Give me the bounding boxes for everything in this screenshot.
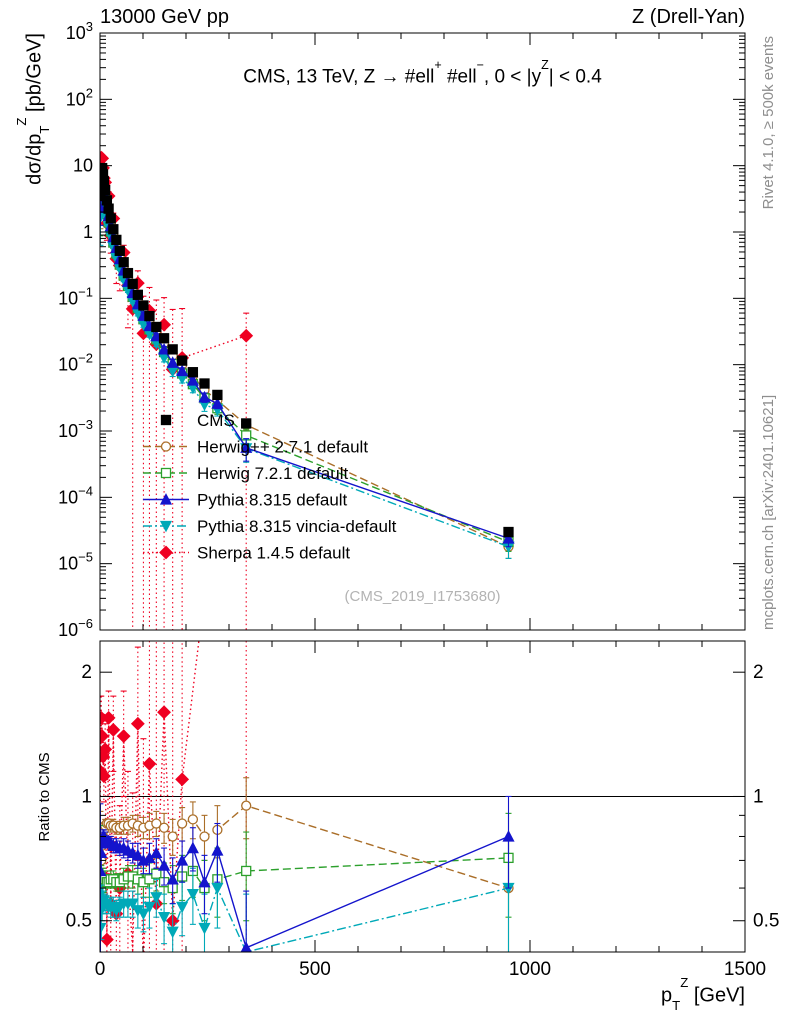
series-ratio-pythia-8-315-default [100,795,515,952]
plot-title-sup-z: Z [541,57,549,72]
analysis-id-watermark: (CMS_2019_I1753680) [344,588,501,605]
ratio-tick-label-right: 1 [753,786,764,807]
y-tick-label: 10−1 [58,284,93,308]
y-tick-label: 10−4 [58,483,93,507]
y-tick-label: 1 [83,222,93,242]
legend-label: Pythia 8.315 default [197,491,348,510]
ratio-tick-label-right: 2 [753,662,764,683]
y-tick-label: 10−5 [58,550,93,574]
x-axis-title: pTZ [GeV] [661,975,745,1014]
series-main-cms [100,162,514,538]
x-tick-label: 500 [299,959,331,980]
axes: 10−6 10−5 10−4 10−3 10−2 10−1 1 10 102 103 0 500 100… [58,19,779,980]
ratio-tick-label-right: 0.5 [753,911,779,932]
legend-label: Herwig 7.2.1 default [197,464,348,483]
x-tick-label: 1000 [509,959,551,980]
x-tick-label: 0 [95,959,106,980]
y-tick-label: 10−6 [58,616,93,640]
y-tick-label: 10 [73,156,93,176]
legend-label: Sherpa 1.4.5 default [197,544,350,563]
legend-item-pythia-8-315-vincia-default: Pythia 8.315 vincia-default [143,517,397,536]
series-ratio-pythia-8-315-vincia-default [100,835,515,952]
plot-title: CMS, 13 TeV, Z → #ell+ #ell−, 0 < |yZ| <… [243,57,602,88]
main-frame [99,32,746,631]
legend-label: Pythia 8.315 vincia-default [197,517,397,536]
ratio-tick-label-left: 2 [81,662,92,683]
main-panel-series [100,150,515,630]
plot-title-sup-plus: + [434,57,442,72]
legend-item-pythia-8-315-default: Pythia 8.315 default [143,491,348,510]
legend-label: CMS [197,411,235,430]
legend: CMS Herwig++ 2.7.1 default Herwig 7.2.1 de… [143,411,397,563]
ratio-panel-series [100,641,745,952]
legend-item-sherpa-1-4-5-default: Sherpa 1.4.5 default [143,544,350,563]
legend-item-cms: CMS [160,411,235,430]
legend-item-herwig-7-2-1-default: Herwig 7.2.1 default [143,464,348,483]
plot-title-text: CMS, 13 TeV, Z → #ell [243,66,435,88]
legend-label: Herwig++ 2.7.1 default [197,438,368,457]
x-tick-label: 1500 [724,959,766,980]
y-tick-label: 102 [66,85,93,109]
ratio-tick-label-left: 1 [81,786,92,807]
beam-energy-label: 13000 GeV pp [100,6,229,28]
ratio-tick-label-left: 0.5 [66,911,92,932]
plot-title-sup-minus: − [476,57,484,72]
y-tick-label: 10−3 [58,417,93,441]
y-tick-label: 103 [66,19,93,43]
y-tick-label: 10−2 [58,351,93,375]
rivet-version-note: Rivet 4.1.0, ≥ 500k events [760,36,777,209]
legend-item-herwig-2-7-1-default: Herwig++ 2.7.1 default [143,438,368,457]
mcplots-arxiv-note: mcplots.cern.ch [arXiv:2401.10621] [760,395,777,630]
process-label: Z (Drell-Yan) [632,6,745,28]
